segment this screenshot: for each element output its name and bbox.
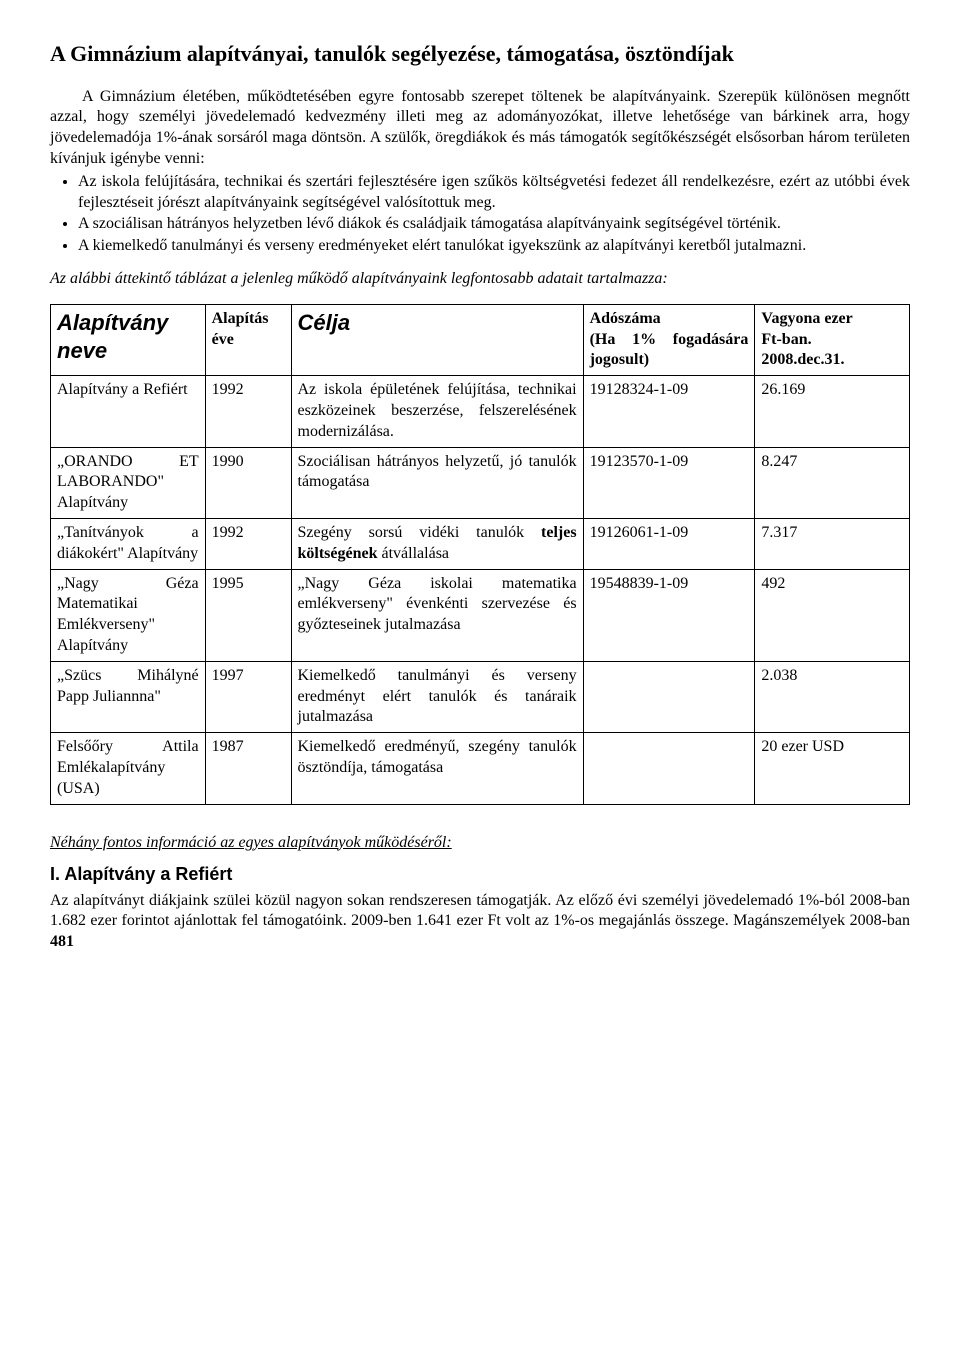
table-row: Felsőőry Attila Emlékalapítvány (USA) 19…	[51, 733, 910, 804]
table-row: „Nagy Géza Matematikai Emlékverseny" Ala…	[51, 569, 910, 661]
cell-purpose: Kiemelkedő eredményű, szegény tanulók ös…	[291, 733, 583, 804]
header-year: Alapítás éve	[205, 304, 291, 375]
list-item: A szociálisan hátrányos helyzetben lévő …	[78, 214, 910, 235]
intro-paragraph: A Gimnázium életében, működtetésében egy…	[50, 87, 910, 170]
cell-year: 1987	[205, 733, 291, 804]
cell-purpose: Szegény sorsú vidéki tanulók teljes költ…	[291, 518, 583, 569]
cell-purpose: Az iskola épületének felújítása, technik…	[291, 376, 583, 447]
cell-year: 1997	[205, 661, 291, 732]
cell-name: Felsőőry Attila Emlékalapítvány (USA)	[51, 733, 206, 804]
cell-name: „ORANDO ET LABORANDO" Alapítvány	[51, 447, 206, 518]
cell-name: „Tanítványok a diákokért" Alapítvány	[51, 518, 206, 569]
cell-name: Alapítvány a Refiért	[51, 376, 206, 447]
cell-wealth: 7.317	[755, 518, 910, 569]
foundation-table: Alapítvány neve Alapítás éve Célja Adósz…	[50, 304, 910, 805]
cell-purpose: Kiemelkedő tanulmányi és verseny eredmén…	[291, 661, 583, 732]
table-header-row: Alapítvány neve Alapítás éve Célja Adósz…	[51, 304, 910, 375]
cell-wealth: 492	[755, 569, 910, 661]
table-row: „Tanítványok a diákokért" Alapítvány 199…	[51, 518, 910, 569]
section-1-body: Az alapítványt diákjaink szülei közül na…	[50, 891, 910, 953]
header-name: Alapítvány neve	[51, 304, 206, 375]
list-item: Az iskola felújítására, technikai és sze…	[78, 172, 910, 214]
cell-wealth: 8.247	[755, 447, 910, 518]
cell-wealth: 2.038	[755, 661, 910, 732]
section-1-title: I. Alapítvány a Refiért	[50, 863, 910, 886]
table-intro: Az alábbi áttekintő táblázat a jelenleg …	[50, 269, 910, 290]
cell-tax: 19548839-1-09	[583, 569, 755, 661]
cell-tax: 19123570-1-09	[583, 447, 755, 518]
cell-purpose: Szociálisan hátrányos helyzetű, jó tanul…	[291, 447, 583, 518]
info-subhead: Néhány fontos információ az egyes alapít…	[50, 833, 910, 854]
cell-year: 1995	[205, 569, 291, 661]
cell-tax: 19128324-1-09	[583, 376, 755, 447]
table-row: „Szücs Mihályné Papp Juliannna" 1997 Kie…	[51, 661, 910, 732]
cell-purpose: „Nagy Géza iskolai matematika emlékverse…	[291, 569, 583, 661]
page-title: A Gimnázium alapítványai, tanulók segély…	[50, 40, 910, 69]
cell-wealth: 20 ezer USD	[755, 733, 910, 804]
cell-wealth: 26.169	[755, 376, 910, 447]
cell-tax: 19126061-1-09	[583, 518, 755, 569]
table-row: Alapítvány a Refiért 1992 Az iskola épül…	[51, 376, 910, 447]
cell-year: 1992	[205, 376, 291, 447]
cell-name: „Nagy Géza Matematikai Emlékverseny" Ala…	[51, 569, 206, 661]
cell-tax	[583, 661, 755, 732]
list-item: A kiemelkedő tanulmányi és verseny eredm…	[78, 236, 910, 257]
header-tax: Adószáma (Ha 1% fogadására jogosult)	[583, 304, 755, 375]
header-wealth: Vagyona ezer Ft-ban. 2008.dec.31.	[755, 304, 910, 375]
cell-year: 1990	[205, 447, 291, 518]
cell-name: „Szücs Mihályné Papp Juliannna"	[51, 661, 206, 732]
header-purpose: Célja	[291, 304, 583, 375]
cell-year: 1992	[205, 518, 291, 569]
cell-tax	[583, 733, 755, 804]
table-row: „ORANDO ET LABORANDO" Alapítvány 1990 Sz…	[51, 447, 910, 518]
bullet-list: Az iskola felújítására, technikai és sze…	[50, 172, 910, 257]
